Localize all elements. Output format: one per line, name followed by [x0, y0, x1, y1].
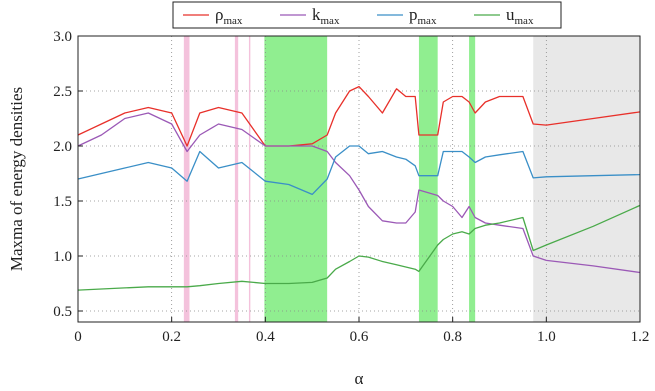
- band-3: [264, 36, 328, 322]
- x-tick-label-6: 1.2: [631, 329, 650, 345]
- band-1: [234, 36, 239, 322]
- legend-subscript-3: max: [515, 15, 534, 27]
- series-line-2: [77, 145, 641, 196]
- x-axis-label: α: [355, 369, 364, 388]
- y-tick-label-4: 2.5: [53, 84, 72, 100]
- legend-subscript-0: max: [223, 15, 242, 27]
- legend-subscript-2: max: [418, 15, 437, 27]
- y-tick-label-2: 1.5: [53, 194, 72, 210]
- band-5: [469, 36, 476, 322]
- x-tick-label-4: 0.8: [443, 329, 462, 345]
- band-6: [533, 36, 640, 322]
- highlight-bands: [183, 36, 640, 322]
- y-tick-label-1: 1.0: [53, 249, 72, 265]
- x-tick-label-3: 0.6: [350, 329, 369, 345]
- x-tick-label-5: 1.0: [537, 329, 556, 345]
- y-tick-label-3: 2.0: [53, 139, 72, 155]
- y-tick-label-0: 0.5: [53, 304, 72, 320]
- band-4: [418, 36, 438, 322]
- y-tick-label-5: 3.0: [53, 29, 72, 45]
- series-lines: [77, 85, 641, 291]
- band-0: [183, 36, 190, 322]
- series-line-0: [77, 85, 641, 147]
- legend: ρmax kmax pmax umax: [172, 1, 562, 29]
- axis-ticks: 0 0.2 0.4 0.6 0.8 1.0 1.2 0.5 1.0 1.5 2.0 2.5 3.0: [53, 29, 649, 345]
- band-2: [248, 36, 251, 322]
- series-line-1: [77, 112, 641, 274]
- series-line-3: [77, 204, 641, 291]
- x-tick-label-0: 0: [74, 329, 82, 345]
- y-axis-label: Maxma of energy densities: [7, 87, 26, 271]
- x-tick-label-1: 0.2: [162, 329, 181, 345]
- legend-subscript-1: max: [321, 15, 340, 27]
- x-tick-label-2: 0.4: [256, 329, 275, 345]
